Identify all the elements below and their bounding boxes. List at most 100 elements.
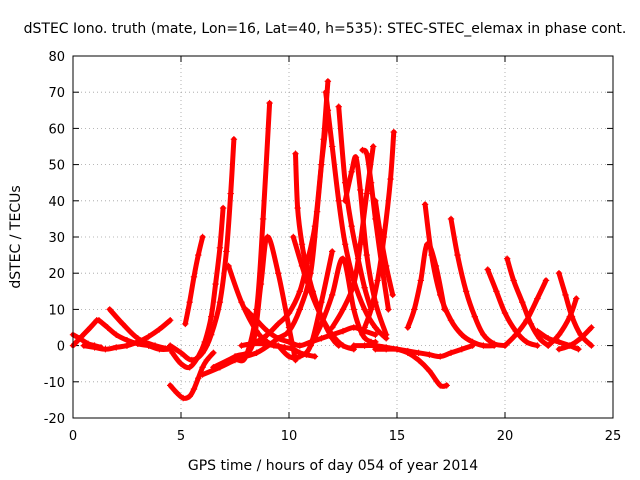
data-point-marker [227, 356, 234, 364]
chart-title: dSTEC Iono. truth (mate, Lon=16, Lat=40,… [24, 21, 627, 37]
data-point-marker [519, 298, 526, 306]
data-point-marker [216, 298, 224, 306]
data-point-marker [275, 342, 282, 349]
data-point-marker [307, 342, 314, 349]
data-point-marker [322, 89, 329, 96]
y-tick-label: -20 [44, 412, 65, 427]
data-point-marker [447, 317, 455, 324]
data-point-marker [318, 161, 325, 168]
data-point-marker [238, 342, 245, 349]
series-arc-32 [404, 241, 448, 331]
data-point-marker [411, 306, 418, 313]
series-markers [123, 317, 174, 349]
data-point-marker [352, 154, 360, 161]
data-point-marker [374, 277, 381, 284]
data-point-marker [227, 190, 234, 197]
data-point-marker [285, 309, 293, 317]
data-point-marker [324, 78, 332, 85]
data-point-marker [339, 255, 347, 262]
data-point-marker [329, 331, 336, 338]
series-arc-37 [501, 277, 550, 349]
data-point-marker [421, 201, 429, 208]
data-point-marker [329, 291, 336, 299]
data-point-marker [389, 291, 396, 299]
data-point-marker [573, 295, 580, 302]
data-point-marker [447, 349, 455, 357]
data-point-marker [523, 317, 530, 324]
series-markers [361, 128, 397, 331]
data-point-marker [119, 320, 126, 328]
data-point-marker [588, 342, 595, 349]
y-tick-label: 10 [48, 303, 65, 318]
data-point-marker [298, 262, 306, 270]
data-point-marker [290, 346, 297, 353]
data-point-marker [311, 222, 319, 230]
data-point-marker [266, 99, 273, 107]
data-point-marker [186, 393, 193, 400]
series-line [372, 343, 476, 360]
data-point-marker [462, 288, 470, 295]
data-point-marker [458, 331, 465, 338]
data-point-marker [223, 248, 230, 255]
series-arc-41 [555, 324, 595, 353]
data-point-marker [566, 313, 573, 320]
data-point-marker [357, 186, 364, 194]
data-point-marker [167, 382, 174, 389]
series-arc-10 [167, 136, 238, 364]
series-group [69, 78, 595, 402]
data-point-marker [361, 324, 368, 331]
data-point-marker [493, 288, 500, 295]
series-line [545, 296, 579, 349]
data-point-marker [341, 197, 349, 204]
data-point-marker [123, 336, 131, 344]
series-arc-40 [545, 295, 580, 349]
data-point-marker [167, 342, 174, 349]
data-point-marker [335, 197, 342, 204]
data-point-marker [385, 306, 392, 313]
data-point-marker [555, 331, 563, 338]
data-point-marker [253, 327, 260, 335]
data-point-marker [186, 298, 193, 306]
data-point-marker [523, 338, 530, 346]
y-tick-label: 30 [48, 231, 65, 246]
data-point-marker [577, 335, 584, 342]
data-point-marker [404, 324, 411, 331]
data-point-marker [123, 342, 131, 349]
data-point-marker [367, 306, 375, 313]
series-arc-19 [275, 248, 336, 361]
series-markers [167, 349, 217, 402]
data-point-marker [318, 320, 325, 328]
data-point-marker [285, 353, 293, 360]
series-arc-06 [123, 317, 174, 349]
data-point-marker [113, 344, 120, 351]
data-point-marker [259, 215, 267, 223]
data-point-marker [390, 128, 397, 136]
data-point-marker [359, 331, 366, 338]
series-arc-29 [372, 197, 396, 299]
y-tick-label: 0 [57, 340, 65, 355]
data-point-marker [253, 338, 260, 346]
data-point-marker [545, 335, 552, 342]
y-tick-label: 60 [48, 122, 65, 137]
series-line [210, 234, 298, 370]
data-point-marker [437, 291, 444, 299]
data-point-marker [329, 143, 336, 150]
x-tick-label: 20 [497, 429, 514, 444]
data-point-marker [426, 367, 433, 375]
data-point-marker [285, 327, 293, 335]
data-point-marker [253, 317, 260, 324]
series-markers [555, 324, 595, 353]
data-point-marker [242, 306, 249, 313]
data-point-marker [210, 364, 217, 371]
data-point-marker [534, 342, 541, 349]
data-point-marker [156, 346, 163, 353]
data-point-marker [208, 313, 215, 320]
series-markers [182, 233, 206, 328]
data-point-marker [275, 320, 282, 328]
data-point-marker [296, 353, 303, 360]
data-point-marker [370, 143, 377, 150]
data-point-marker [91, 344, 98, 351]
data-point-marker [199, 349, 206, 357]
data-point-marker [437, 353, 444, 360]
series-line [169, 205, 226, 371]
